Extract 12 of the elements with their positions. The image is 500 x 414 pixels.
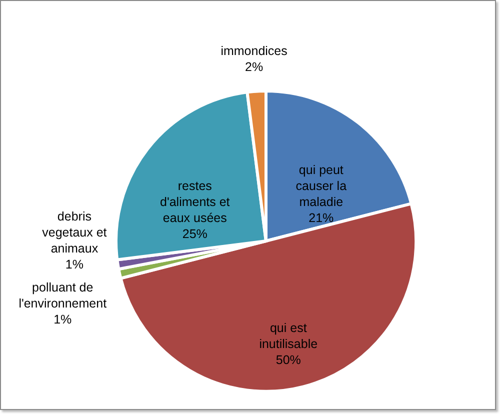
data-label: 25% xyxy=(182,226,208,241)
data-label: 21% xyxy=(308,210,334,225)
slice-label: polluant de l'environnement xyxy=(18,280,108,311)
slice-label: restes d'aliments et eaux usées xyxy=(160,178,230,225)
data-label: 2% xyxy=(245,60,264,74)
slice-label: debris vegetaux et animaux xyxy=(42,209,108,256)
slice-label: qui peut causer la maladie xyxy=(296,162,347,209)
slice-label: qui est inutilisable xyxy=(259,321,318,352)
data-label: 1% xyxy=(54,312,72,327)
data-label: 50% xyxy=(276,353,301,368)
data-label: 1% xyxy=(65,257,84,272)
slice-label: immondices xyxy=(220,44,288,58)
